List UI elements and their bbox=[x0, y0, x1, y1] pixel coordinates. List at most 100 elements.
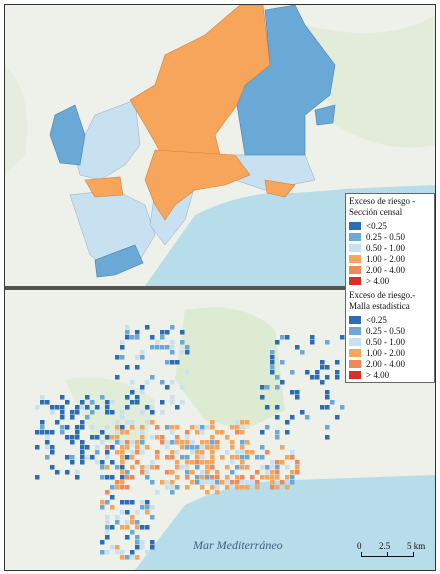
grid-cell bbox=[175, 435, 180, 440]
grid-cell bbox=[125, 330, 130, 335]
grid-cell bbox=[265, 405, 270, 410]
grid-cell bbox=[175, 475, 180, 480]
grid-cell bbox=[115, 485, 120, 490]
grid-cell bbox=[185, 435, 190, 440]
scale-label: 2.5 bbox=[379, 541, 391, 551]
grid-cell bbox=[130, 455, 135, 460]
grid-cell bbox=[140, 440, 145, 445]
grid-cell bbox=[340, 405, 345, 410]
grid-cell bbox=[135, 445, 140, 450]
grid-cell bbox=[190, 440, 195, 445]
grid-cell bbox=[105, 520, 110, 525]
grid-cell bbox=[290, 390, 295, 395]
grid-cell bbox=[165, 440, 170, 445]
grid-cell bbox=[295, 345, 300, 350]
grid-cell bbox=[225, 485, 230, 490]
legend-row: 0.50 - 1.00 bbox=[349, 336, 431, 347]
grid-cell bbox=[140, 390, 145, 395]
legend-row: 2.00 - 4.00 bbox=[349, 358, 431, 369]
grid-cell bbox=[175, 460, 180, 465]
grid-cell bbox=[130, 550, 135, 555]
grid-cell bbox=[120, 425, 125, 430]
legend-grid-classes: <0.25 0.25 - 0.50 0.50 - 1.00 1.00 - 2.0… bbox=[349, 314, 431, 380]
grid-cell bbox=[35, 445, 40, 450]
grid-cell bbox=[120, 355, 125, 360]
grid-cell bbox=[290, 455, 295, 460]
grid-cell bbox=[230, 445, 235, 450]
grid-cell bbox=[295, 470, 300, 475]
grid-cell bbox=[150, 545, 155, 550]
grid-cell bbox=[165, 480, 170, 485]
grid-cell bbox=[150, 335, 155, 340]
grid-cell bbox=[295, 465, 300, 470]
grid-cell bbox=[210, 465, 215, 470]
grid-cell bbox=[275, 375, 280, 380]
grid-cell bbox=[170, 450, 175, 455]
grid-cell bbox=[210, 475, 215, 480]
grid-cell bbox=[215, 480, 220, 485]
legend-row: > 4.00 bbox=[349, 369, 431, 380]
grid-cell bbox=[210, 445, 215, 450]
grid-cell bbox=[145, 510, 150, 515]
grid-cell bbox=[130, 515, 135, 520]
grid-cell bbox=[220, 455, 225, 460]
grid-cell bbox=[110, 545, 115, 550]
grid-cell bbox=[65, 435, 70, 440]
grid-cell bbox=[140, 465, 145, 470]
grid-cell bbox=[90, 455, 95, 460]
grid-cell bbox=[120, 470, 125, 475]
legend-section-classes: <0.25 0.25 - 0.50 0.50 - 1.00 1.00 - 2.0… bbox=[349, 220, 431, 286]
grid-cell bbox=[160, 410, 165, 415]
grid-cell bbox=[240, 420, 245, 425]
grid-cell bbox=[155, 490, 160, 495]
grid-cell bbox=[170, 455, 175, 460]
grid-cell bbox=[145, 470, 150, 475]
grid-cell bbox=[55, 405, 60, 410]
grid-cell bbox=[200, 455, 205, 460]
grid-cell bbox=[230, 480, 235, 485]
grid-cell bbox=[170, 480, 175, 485]
grid-cell bbox=[245, 450, 250, 455]
grid-cell bbox=[140, 410, 145, 415]
grid-cell bbox=[260, 445, 265, 450]
grid-cell bbox=[145, 420, 150, 425]
grid-cell bbox=[80, 460, 85, 465]
grid-cell bbox=[275, 470, 280, 475]
grid-cell bbox=[125, 485, 130, 490]
grid-cell bbox=[275, 430, 280, 435]
grid-cell bbox=[240, 465, 245, 470]
grid-cell bbox=[210, 480, 215, 485]
legend-swatch bbox=[349, 326, 361, 335]
grid-cell bbox=[270, 355, 275, 360]
grid-cell bbox=[105, 535, 110, 540]
grid-cell bbox=[205, 445, 210, 450]
grid-cell bbox=[205, 465, 210, 470]
grid-cell bbox=[230, 470, 235, 475]
grid-cell bbox=[255, 470, 260, 475]
grid-cell bbox=[185, 485, 190, 490]
grid-cell bbox=[270, 360, 275, 365]
grid-cell bbox=[185, 470, 190, 475]
legend-label: <0.25 bbox=[366, 220, 387, 231]
grid-cell bbox=[120, 485, 125, 490]
grid-cell bbox=[225, 435, 230, 440]
grid-cell bbox=[130, 520, 135, 525]
legend-swatch bbox=[349, 265, 361, 274]
grid-cell bbox=[105, 405, 110, 410]
grid-cell bbox=[170, 440, 175, 445]
grid-cell bbox=[180, 385, 185, 390]
grid-cell bbox=[275, 460, 280, 465]
grid-cell bbox=[150, 505, 155, 510]
grid-cell bbox=[100, 505, 105, 510]
grid-cell bbox=[210, 440, 215, 445]
grid-cell bbox=[270, 480, 275, 485]
legend-row: 0.50 - 1.00 bbox=[349, 242, 431, 253]
grid-cell bbox=[245, 455, 250, 460]
grid-cell bbox=[145, 525, 150, 530]
grid-cell bbox=[60, 410, 65, 415]
grid-cell bbox=[170, 325, 175, 330]
grid-cell bbox=[115, 450, 120, 455]
grid-cell bbox=[75, 435, 80, 440]
grid-cell bbox=[160, 330, 165, 335]
grid-cell bbox=[195, 455, 200, 460]
